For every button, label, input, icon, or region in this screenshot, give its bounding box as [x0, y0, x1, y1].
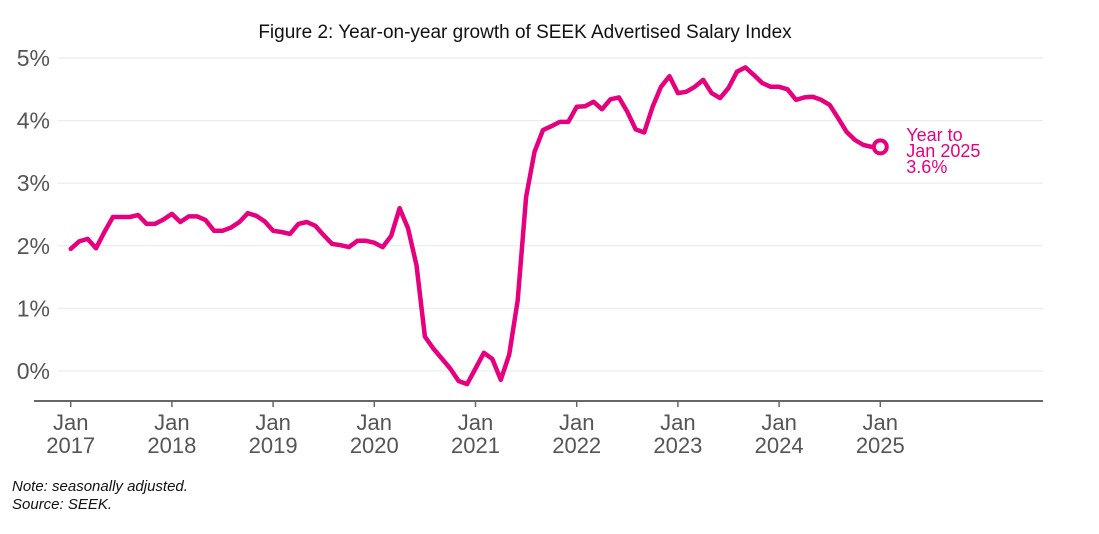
x-tick-label-year: 2022 [552, 433, 601, 458]
y-tick-label: 3% [17, 170, 50, 196]
y-tick-label: 4% [17, 108, 50, 134]
y-tick-label: 1% [17, 295, 50, 321]
x-tick-label-year: 2023 [653, 433, 702, 458]
gridlines [58, 57, 1043, 372]
x-tick-label-month: Jan [660, 410, 695, 435]
source-text: Source: SEEK. [12, 496, 113, 513]
x-tick-label-month: Jan [863, 410, 898, 435]
x-tick-label-month: Jan [559, 410, 594, 435]
x-tick-label-month: Jan [357, 410, 392, 435]
x-tick-label-year: 2025 [856, 433, 905, 458]
x-axis: Jan2017Jan2018Jan2019Jan2020Jan2021Jan20… [34, 400, 1043, 458]
y-tick-label: 5% [17, 45, 50, 71]
x-tick-label-month: Jan [154, 410, 189, 435]
note-text: Note: seasonally adjusted. [12, 478, 188, 495]
x-tick-label-month: Jan [53, 410, 88, 435]
x-tick-label-year: 2020 [350, 433, 399, 458]
x-tick-label-year: 2019 [249, 433, 298, 458]
x-tick-label-year: 2024 [755, 433, 804, 458]
y-tick-label: 2% [17, 233, 50, 259]
chart-title: Figure 2: Year-on-year growth of SEEK Ad… [258, 22, 792, 43]
footnotes: Note: seasonally adjusted. Source: SEEK. [12, 478, 188, 514]
y-tick-label: 0% [17, 358, 50, 384]
annotation-text: Jan 2025 [906, 141, 980, 161]
x-tick-label-month: Jan [458, 410, 493, 435]
x-tick-label-month: Jan [761, 410, 796, 435]
series-line [68, 65, 883, 387]
annotation-text: Year to [906, 125, 962, 145]
series-layer [68, 65, 883, 387]
x-tick-label-year: 2018 [147, 433, 196, 458]
x-tick-label-year: 2017 [46, 433, 95, 458]
y-axis-ticks: 0% 1% 2% 3% 4% 5% [17, 45, 50, 384]
x-tick-label-month: Jan [255, 410, 290, 435]
x-tick-label-year: 2021 [451, 433, 500, 458]
end-point-marker [871, 138, 889, 156]
annotation-text: 3.6% [906, 157, 947, 177]
